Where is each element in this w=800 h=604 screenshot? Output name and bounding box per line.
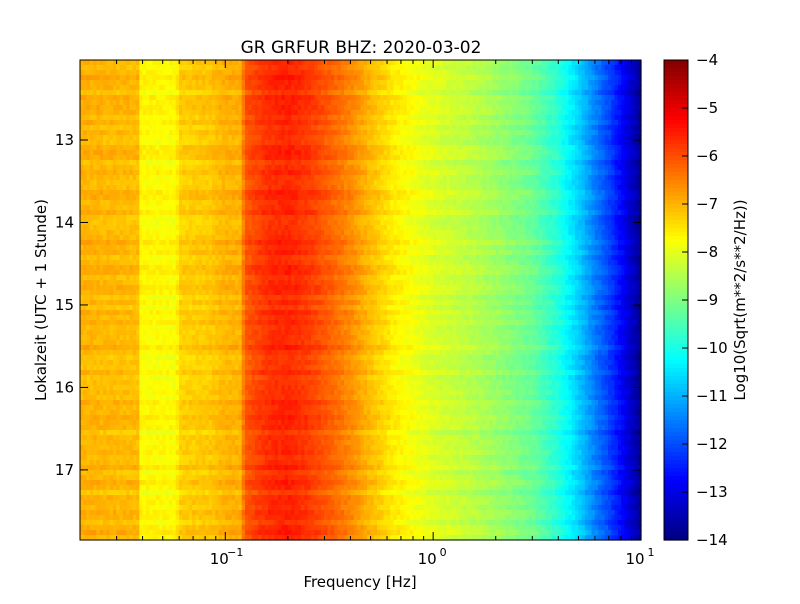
heatmap-area xyxy=(80,60,642,541)
spectrogram-figure: GR GRFUR BHZ: 2020-03-02 10 −1 10 0 10 1 13 14… xyxy=(0,0,800,600)
spectrogram-chart: GR GRFUR BHZ: 2020-03-02 10−1 10 0 10 1 1314… xyxy=(0,0,800,600)
chart-title: GR GRFUR BHZ: 2020-03-02 xyxy=(241,38,482,58)
